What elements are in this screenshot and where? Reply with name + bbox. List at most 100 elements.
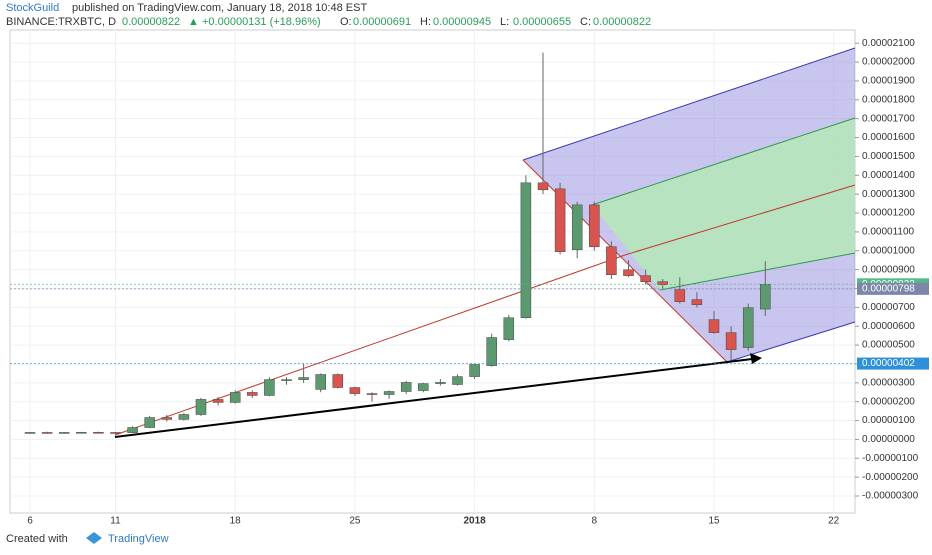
ohlc-value: 0.00000655 (513, 16, 571, 28)
candle-body (110, 432, 121, 434)
candle-body (469, 364, 480, 377)
x-tick-label: 8 (592, 516, 598, 527)
candle-body (418, 383, 429, 391)
candle-body (486, 337, 497, 366)
candle-body (41, 432, 53, 434)
candle-body (298, 377, 309, 380)
candle-body (554, 188, 566, 252)
logo (86, 532, 102, 544)
arrow-head (750, 353, 762, 364)
candle-body (691, 299, 703, 305)
fork-median (624, 184, 856, 256)
y-tick-label: 0.00000300 (862, 377, 915, 388)
ohlc-value: 0.00000822 (593, 16, 651, 28)
x-tick-label: 25 (349, 516, 361, 527)
fork-line (726, 321, 856, 363)
candle-body (229, 392, 241, 403)
candle-body (435, 382, 446, 384)
candle-body (349, 387, 361, 394)
x-tick-label: 18 (230, 516, 242, 527)
y-tick-label: 0.00001200 (862, 208, 915, 219)
candle-body (589, 204, 600, 248)
candle-body (400, 382, 412, 392)
y-tick-label: 0.00001900 (862, 76, 915, 87)
x-tick-label: 15 (708, 516, 720, 527)
y-tick-label: 0.00001400 (862, 170, 915, 181)
y-tick-label: 0.00001700 (862, 113, 915, 124)
y-tick-label: 0.00000200 (862, 396, 915, 407)
candle-body (537, 182, 549, 191)
candle-body (674, 289, 686, 302)
arrow-line (114, 358, 753, 438)
ohlc-key: L: (500, 16, 509, 28)
candle-body (315, 374, 326, 390)
candle-body (58, 432, 70, 434)
y-tick-label: 0.00000500 (862, 340, 915, 351)
y-tick-label: 0.00001100 (862, 227, 915, 238)
fork-line (522, 47, 856, 161)
candle-body (606, 246, 617, 275)
change: +0.00000131 (+18.96%) (202, 16, 321, 28)
candle-body (281, 379, 292, 381)
y-tick-label: 0.00000100 (862, 415, 915, 426)
y-tick-label: -0.00000200 (862, 472, 919, 483)
price-tag-label: 0.00000402 (862, 358, 915, 369)
y-tick-label: 0.00000600 (862, 321, 915, 332)
y-tick-label: 0.00000900 (862, 264, 915, 275)
y-tick-label: 0.00001300 (862, 189, 915, 200)
y-tick-label: 0.00001000 (862, 245, 915, 256)
y-tick-label: -0.00000100 (862, 453, 919, 464)
fork-line (591, 117, 856, 206)
candle-body (366, 393, 378, 395)
change-arrow: ▲ (188, 16, 199, 28)
candle-body (760, 284, 771, 310)
ohlc-key: C: (580, 16, 591, 28)
y-tick-label: 0.00000000 (862, 434, 915, 445)
price-tag (857, 282, 929, 295)
y-tick-label: 0.00002000 (862, 57, 915, 68)
candle-body (178, 414, 190, 420)
x-tick-label: 22 (828, 516, 840, 527)
candle-body (623, 269, 634, 276)
price-tag-label: 0.00000798 (862, 283, 915, 294)
candle-body (247, 392, 258, 396)
candle-body (708, 319, 720, 333)
y-tick-label: 0.00000700 (862, 302, 915, 313)
symbol: BINANCE:TRXBTC, D (6, 16, 116, 28)
candle-body (571, 204, 583, 251)
candle-body (144, 417, 155, 428)
candle-body (127, 427, 138, 433)
pitchfork-inner (592, 118, 855, 290)
x-tick-label: 6 (27, 516, 33, 527)
ohlc-key: O: (340, 16, 352, 28)
candle-body (93, 431, 104, 434)
candle-body (195, 399, 207, 415)
candle-body (76, 431, 87, 434)
ohlc-key: H: (420, 16, 431, 28)
candle-body (452, 376, 463, 385)
candle-body (264, 379, 275, 396)
x-tick-label: 2018 (463, 516, 486, 527)
candle-body (742, 307, 754, 348)
candle-body (383, 391, 395, 395)
fork-line (659, 252, 856, 291)
y-tick-label: 0.00001800 (862, 94, 915, 105)
candle-body (332, 374, 344, 388)
author: StockGuild (6, 2, 59, 14)
footer-text: Created with (6, 533, 68, 545)
y-tick-label: -0.00000300 (862, 491, 919, 502)
last-price: 0.00000822 (122, 16, 180, 28)
candle-body (640, 275, 651, 282)
footer-brand: TradingView (108, 533, 169, 545)
price-tag (857, 357, 929, 370)
candle-body (161, 417, 173, 420)
candle-body (24, 432, 36, 434)
ohlc-value: 0.00000945 (433, 16, 491, 28)
candle-body (725, 332, 737, 350)
y-tick-label: 0.00001600 (862, 132, 915, 143)
published: published on TradingView.com, January 18… (72, 2, 367, 14)
x-tick-label: 11 (110, 516, 121, 527)
y-tick-label: 0.00001500 (862, 151, 915, 162)
candle-body (520, 182, 532, 318)
series (24, 52, 771, 434)
